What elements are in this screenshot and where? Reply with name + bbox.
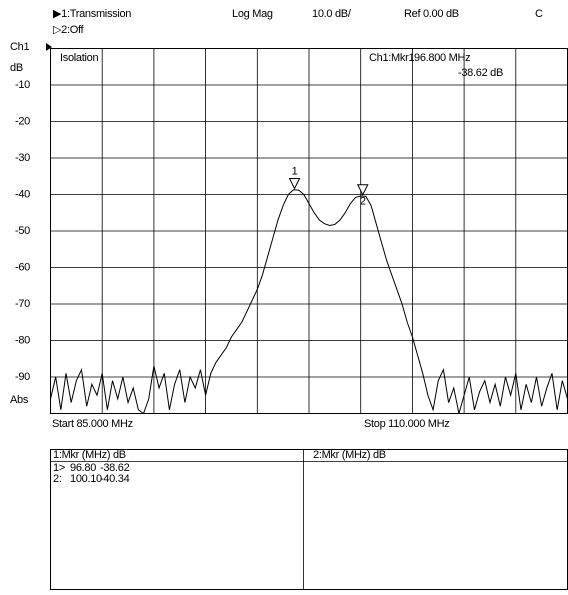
- bottom-label: Abs: [10, 394, 29, 406]
- y-tick-label: -80: [15, 334, 30, 346]
- marker-label: 2: [360, 196, 366, 208]
- y-tick-label: -20: [15, 115, 30, 127]
- stop-label: Stop 110.000 MHz: [364, 418, 450, 430]
- start-label: Start 85.000 MHz: [52, 418, 133, 430]
- scale-label: 10.0 dB/: [312, 8, 352, 20]
- ref-arrow: [46, 43, 52, 51]
- trace1-label: ▶1:Transmission: [53, 8, 131, 20]
- y-tick-label: -90: [15, 371, 30, 383]
- table-cell: 100.10: [70, 473, 102, 485]
- table-cell: -40.34: [100, 473, 130, 485]
- table-rows: 1> 96.80 -38.62 2: 100.10-40.34: [53, 462, 130, 485]
- unit-label: dB: [10, 62, 23, 74]
- y-tick-label: -70: [15, 298, 30, 310]
- trace2-label: ▷2:Off: [53, 24, 85, 36]
- channel-label: Ch1: [10, 41, 29, 53]
- y-tick-label: -40: [15, 188, 30, 200]
- format-label: Log Mag: [232, 8, 273, 20]
- table-cell: 96.80: [70, 462, 96, 474]
- table-cell: 1>: [53, 462, 65, 474]
- y-tick-label: -60: [15, 261, 30, 273]
- ref-label: Ref 0.00 dB: [404, 8, 459, 20]
- y-tick-label: -50: [15, 225, 30, 237]
- marker: [288, 177, 301, 190]
- y-tick-label: -30: [15, 152, 30, 164]
- table-header: 2:Mkr (MHz) dB: [313, 449, 386, 461]
- readout-level: -38.62 dB: [458, 67, 503, 79]
- plot: -10 -20 -30 -40 -50 -60 -70 -80 -90 1 2: [15, 48, 568, 415]
- readout-marker: Ch1:Mkr1: [369, 52, 414, 64]
- marker-label: 1: [292, 165, 298, 177]
- table-cell: 2:: [53, 473, 62, 485]
- table-cell: -38.62: [100, 462, 130, 474]
- chart-title: Isolation: [60, 52, 98, 64]
- channel-flag: C: [535, 8, 543, 20]
- marker: [356, 184, 369, 196]
- y-tick-label: -10: [15, 79, 30, 91]
- trace: [50, 189, 568, 415]
- readout-frequency: 96.800 MHz: [414, 52, 470, 64]
- table-header: 1:Mkr (MHz) dB: [53, 449, 126, 461]
